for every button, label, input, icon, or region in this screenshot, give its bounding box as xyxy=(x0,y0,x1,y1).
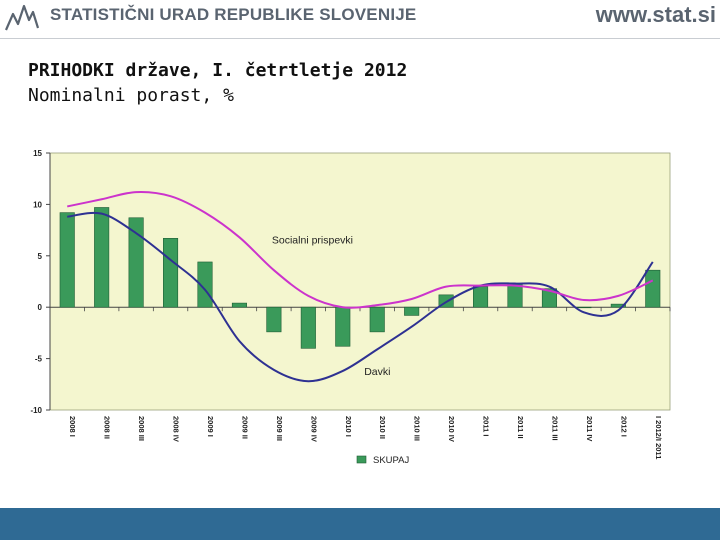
y-tick-label: -5 xyxy=(35,355,43,364)
legend-label-skupaj: SKUPAJ xyxy=(373,455,410,466)
bar-skupaj xyxy=(576,306,592,309)
organization-name: STATISTIČNI URAD REPUBLIKE SLOVENIJE xyxy=(50,5,417,24)
bar-skupaj xyxy=(645,269,661,308)
x-tick-label: 2011 IV xyxy=(585,416,594,441)
x-tick-label: 2008 IV xyxy=(172,416,181,442)
x-tick-label: 2008 II xyxy=(103,416,112,439)
x-tick-label: 2010 IV xyxy=(447,416,456,442)
x-tick-label: 2008 III xyxy=(137,416,146,441)
bar-skupaj xyxy=(94,207,110,308)
x-tick-label: 2011 II xyxy=(516,416,525,439)
header-bar: STATISTIČNI URAD REPUBLIKE SLOVENIJE www… xyxy=(0,0,720,44)
bar-skupaj xyxy=(300,306,316,349)
y-tick-label: 10 xyxy=(33,200,42,209)
x-tick-label: 2009 IV xyxy=(309,416,318,442)
header-divider xyxy=(0,38,720,39)
bar-skupaj xyxy=(507,283,523,308)
bar-skupaj xyxy=(128,217,144,308)
x-tick-label: 2010 II xyxy=(378,416,387,439)
bar-skupaj xyxy=(163,238,179,308)
x-tick-label: 2010 III xyxy=(413,416,422,441)
y-tick-label: -10 xyxy=(30,406,42,415)
plot-area xyxy=(49,152,671,411)
bar-skupaj xyxy=(266,306,282,333)
footer-bar xyxy=(0,508,720,540)
x-tick-label: 2009 III xyxy=(275,416,284,441)
annotation-socialni-prispevki: Socialni prispevki xyxy=(272,234,353,246)
y-tick-label: 15 xyxy=(33,149,42,158)
website-link[interactable]: www.stat.si xyxy=(595,2,716,27)
y-tick-label: 0 xyxy=(38,303,43,312)
x-tick-label: 2009 II xyxy=(240,416,249,439)
slide-subtitle: Nominalni porast, % xyxy=(28,85,234,106)
slide-title: PRIHODKI države, I. četrtletje 2012 xyxy=(28,60,408,81)
bar-skupaj xyxy=(335,306,351,347)
bar-skupaj xyxy=(473,286,489,308)
x-tick-label: 2008 I xyxy=(68,416,77,437)
bar-skupaj xyxy=(541,288,557,308)
bar-skupaj xyxy=(404,306,420,316)
statistics-logo-icon xyxy=(4,4,40,31)
x-tick-label: 2011 I xyxy=(482,416,491,436)
legend-swatch-skupaj xyxy=(356,455,367,464)
x-tick-label: 2009 I xyxy=(206,416,215,437)
x-tick-label: 2010 I xyxy=(344,416,353,437)
x-tick-label: 2012 I xyxy=(619,416,628,437)
line-socialni-prispevki xyxy=(67,190,654,309)
bar-skupaj xyxy=(610,303,626,308)
y-tick-label: 5 xyxy=(38,252,43,261)
bar-skupaj xyxy=(231,302,247,308)
x-tick-label: I 2012/I 2011 xyxy=(654,416,663,459)
x-tick-label: 2011 III xyxy=(550,416,559,441)
bar-skupaj xyxy=(369,306,385,333)
revenue-growth-chart: 15 10 5 0 -5 -10 Socialni prispevki Davki 2008 I… xyxy=(30,149,671,466)
annotation-davki: Davki xyxy=(364,366,390,378)
line-davki xyxy=(67,211,654,383)
bar-skupaj xyxy=(59,212,75,308)
